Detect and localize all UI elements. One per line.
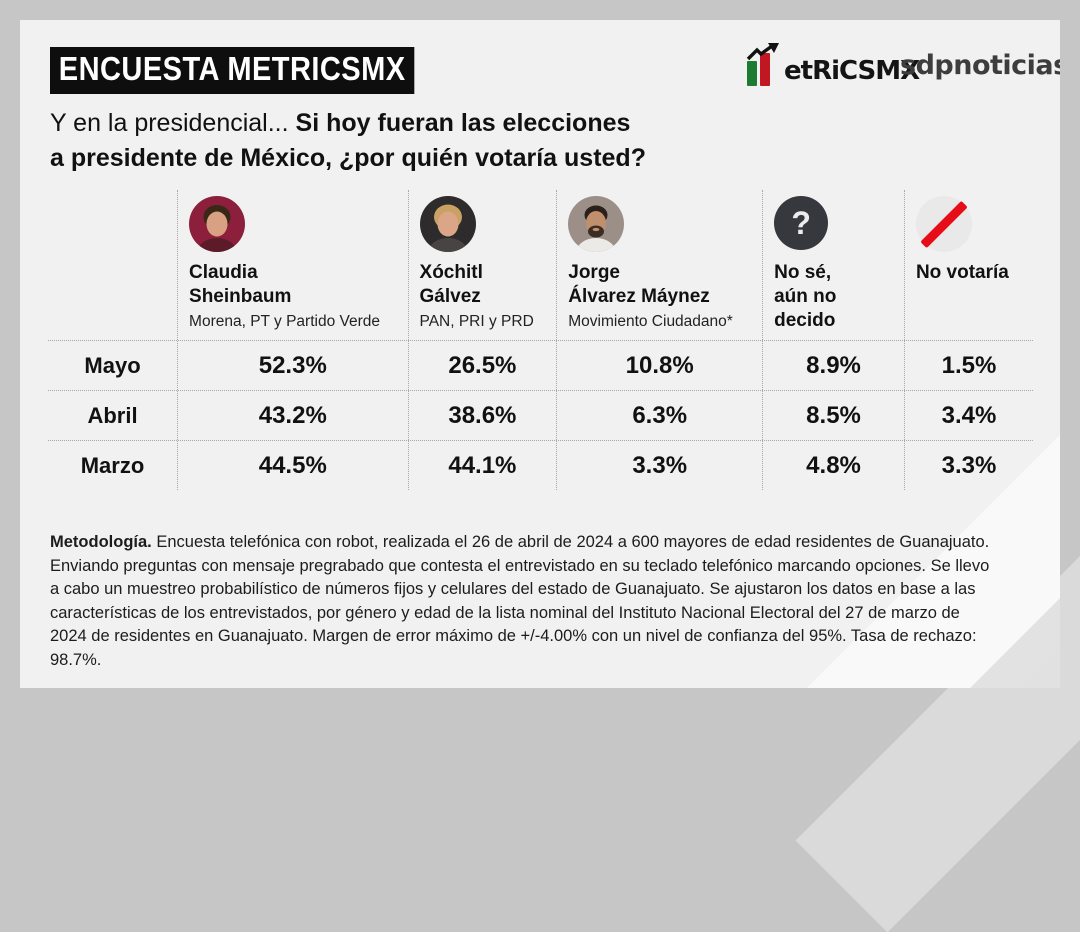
value-cell: 3.3% [903,441,1033,490]
column-header-no-vote: No votaría [903,190,1033,340]
methodology-body: Encuesta telefónica con robot, realizada… [50,533,990,669]
question-intro: Y en la presidencial... [50,109,289,137]
value-cell: 8.5% [762,391,904,440]
question-bold-line2: a presidente de México, ¿por quién votar… [50,144,646,172]
value-cell: 52.3% [177,341,407,390]
table-row-marzo: Marzo 44.5% 44.1% 3.3% 4.8% 3.3% [48,440,1033,490]
value-cell: 26.5% [407,341,557,390]
value-cell: 3.3% [556,441,762,490]
candidate-party: PAN, PRI y PRD [419,313,534,330]
option-label: No votaría [915,262,1009,283]
sdpnoticias-logo-text: sdpnoticias [900,50,1060,81]
column-header-xochitl-galvez: Xóchitl Gálvez PAN, PRI y PRD [407,190,557,340]
photo-xochitl-galvez [419,196,476,252]
poll-infographic: ENCUESTA METRICSMX etRiCSMX sdpnoticias … [20,20,1080,932]
metricsmx-logo: etRiCSMX [746,42,920,86]
value-cell: 4.8% [762,441,904,490]
results-table: Claudia Sheinbaum Morena, PT y Partido V… [48,190,1033,490]
column-header-undecided: ? No sé, aún no decido [762,190,904,340]
value-cell: 6.3% [556,391,762,440]
column-header-jorge-alvarez-maynez: Jorge Álvarez Máynez Movimiento Ciudadan… [556,190,762,340]
candidate-name: Claudia Sheinbaum [189,262,292,307]
value-cell: 8.9% [762,341,904,390]
candidate-party: Morena, PT y Partido Verde [189,313,381,330]
candidate-name: Jorge Álvarez Máynez [568,262,710,307]
value-cell: 3.4% [903,391,1033,440]
title-badge: ENCUESTA METRICSMX [50,47,415,94]
photo-jorge-alvarez-maynez [568,196,625,252]
candidate-name: Xóchitl Gálvez [419,262,483,307]
infographic-card: ENCUESTA METRICSMX etRiCSMX sdpnoticias … [20,20,1060,688]
value-cell: 10.8% [556,341,762,390]
no-vote-slash-icon [915,196,972,252]
value-cell: 44.1% [407,441,557,490]
value-cell: 38.6% [407,391,557,440]
row-label: Abril [87,402,138,428]
value-cell: 1.5% [903,341,1033,390]
bar-chart-arrow-icon [746,43,779,86]
poll-question: Y en la presidencial... Si hoy fueran la… [50,106,646,176]
value-cell: 43.2% [177,391,407,440]
candidate-party: Movimiento Ciudadano* [568,313,733,330]
table-row-mayo: Mayo 52.3% 26.5% 10.8% 8.9% 1.5% [48,340,1033,390]
methodology-text: Metodología. Encuesta telefónica con rob… [50,531,998,672]
methodology-label: Metodología. [50,533,152,551]
question-mark-icon: ? [774,196,829,250]
table-header-row: Claudia Sheinbaum Morena, PT y Partido V… [48,190,1033,340]
row-label: Marzo [80,452,145,478]
metricsmx-logo-text: etRiCSMX [784,56,920,86]
row-label: Mayo [84,352,141,378]
photo-claudia-sheinbaum [189,196,246,252]
question-bold-line1: Si hoy fueran las elecciones [295,109,631,137]
option-label: No sé, aún no decido [774,262,837,331]
value-cell: 44.5% [177,441,407,490]
table-row-abril: Abril 43.2% 38.6% 6.3% 8.5% 3.4% [48,390,1033,440]
empty-corner-cell [48,190,177,340]
column-header-claudia-sheinbaum: Claudia Sheinbaum Morena, PT y Partido V… [177,190,407,340]
